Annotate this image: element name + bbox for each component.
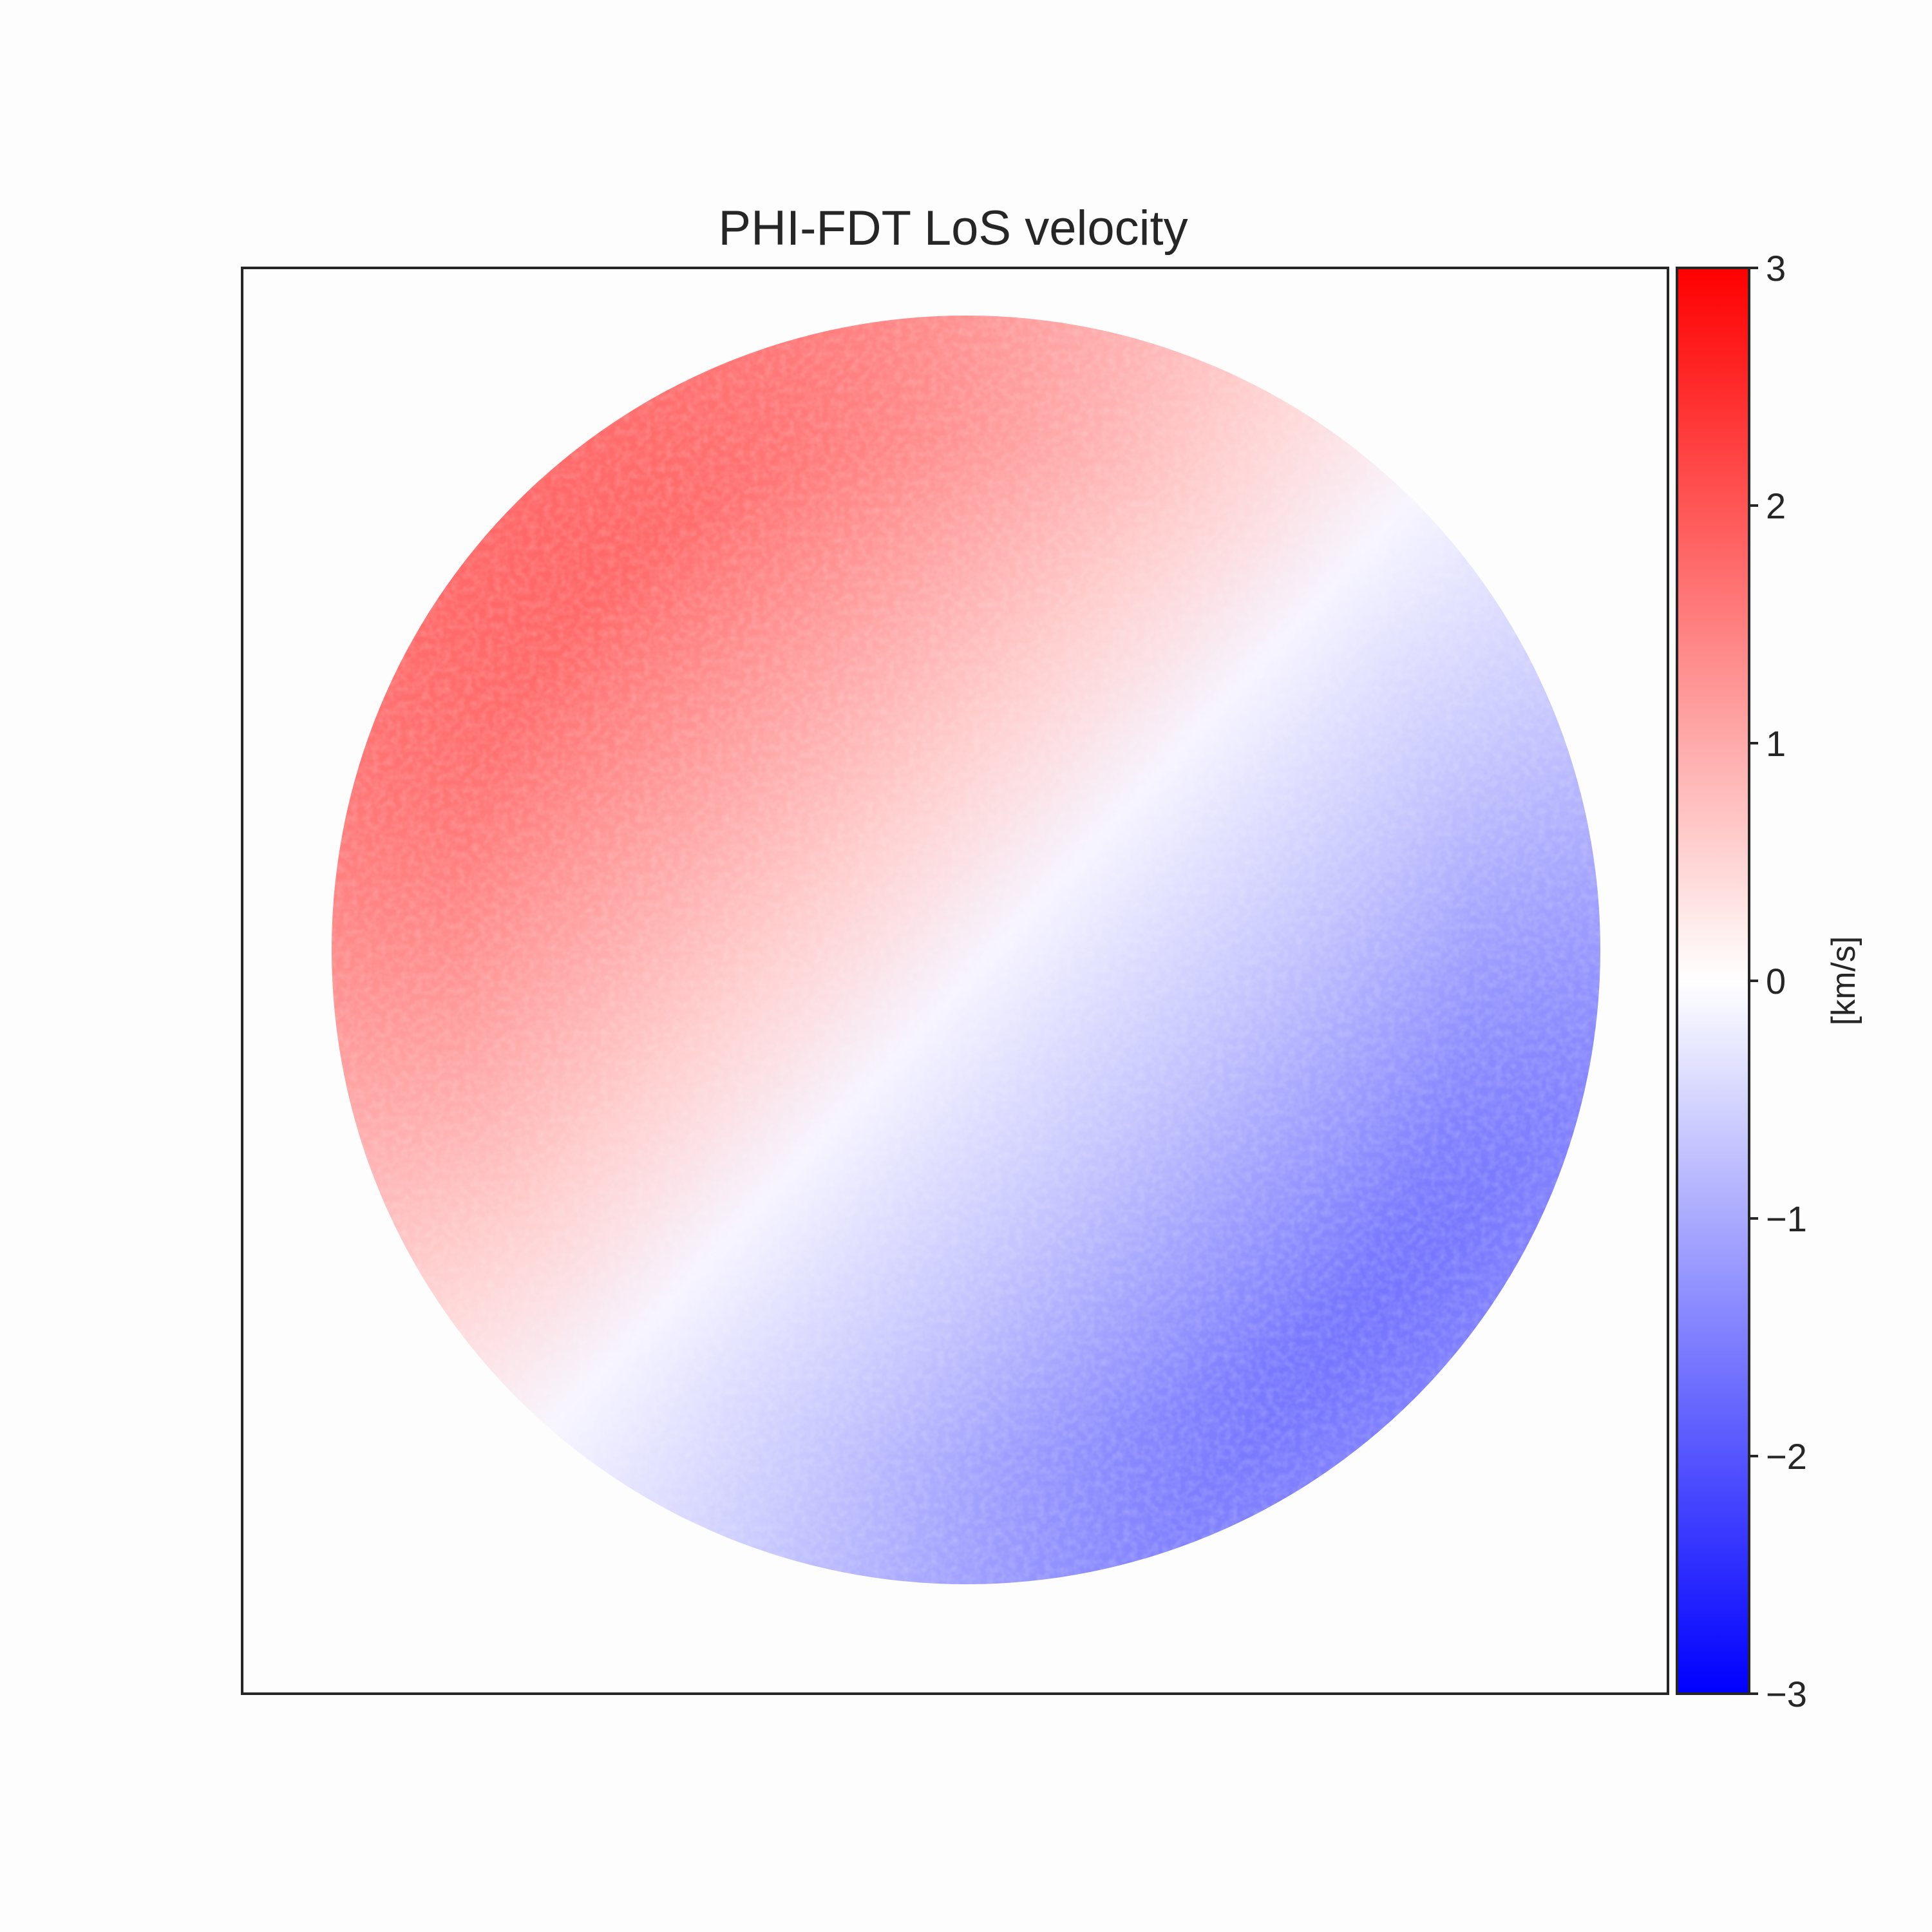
image-axes bbox=[241, 267, 1669, 1695]
colorbar-gradient bbox=[1676, 267, 1750, 1695]
colorbar-tick-label: 0 bbox=[1766, 961, 1786, 1001]
colorbar-tick-label: 2 bbox=[1766, 486, 1786, 526]
colorbar: 3 2 1 0 −1 −2 −3 [km/s] bbox=[1676, 248, 1862, 1714]
colorbar-tick-label: 1 bbox=[1766, 723, 1786, 764]
colorbar-tick-label: −2 bbox=[1766, 1436, 1807, 1477]
colorbar-ticks: 3 2 1 0 −1 −2 −3 bbox=[1749, 248, 1807, 1714]
colorbar-label: [km/s] bbox=[1825, 936, 1862, 1026]
velocity-disk bbox=[332, 316, 1600, 1584]
colorbar-tick-label: −1 bbox=[1766, 1198, 1807, 1239]
chart-title: PHI-FDT LoS velocity bbox=[718, 201, 1188, 256]
image-frame bbox=[241, 267, 1669, 1695]
velocity-disk-limb bbox=[332, 316, 1600, 1584]
colorbar-tick-label: 3 bbox=[1766, 248, 1786, 289]
colorbar-tick-label: −3 bbox=[1766, 1674, 1807, 1714]
